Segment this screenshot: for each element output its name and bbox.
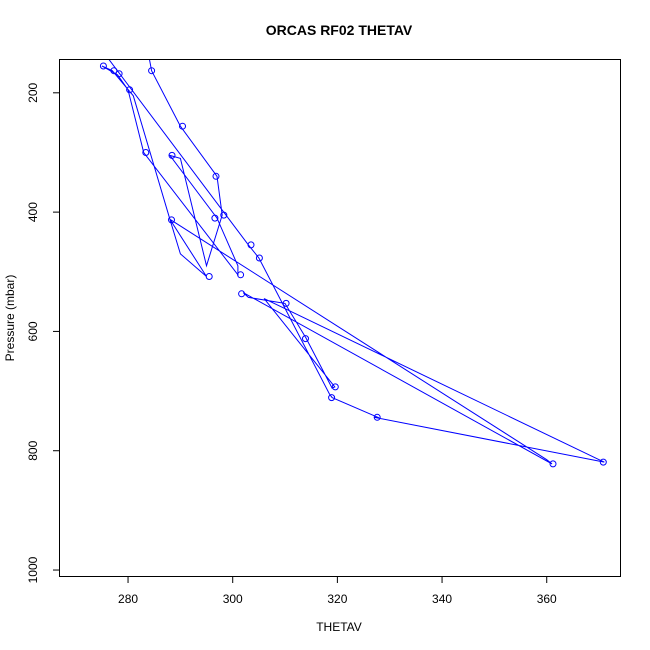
data-point-marker bbox=[179, 122, 186, 130]
series-layer bbox=[99, 60, 607, 468]
data-point-marker bbox=[328, 394, 336, 402]
x-tick-label: 300 bbox=[223, 592, 243, 606]
x-axis: 280 300 320 340 360 bbox=[118, 576, 557, 606]
data-point-marker bbox=[549, 460, 557, 468]
y-tick-label: 400 bbox=[26, 202, 40, 222]
data-point-marker bbox=[373, 413, 381, 421]
data-point-marker bbox=[220, 211, 228, 219]
x-tick-label: 340 bbox=[432, 592, 452, 606]
y-tick-label: 600 bbox=[26, 321, 40, 341]
data-point-marker bbox=[142, 149, 150, 156]
data-point-marker bbox=[237, 271, 245, 279]
data-point-marker bbox=[247, 241, 255, 249]
x-tick-label: 320 bbox=[327, 592, 347, 606]
data-point-marker bbox=[168, 151, 176, 159]
data-point-marker bbox=[126, 86, 134, 94]
data-point-marker bbox=[255, 254, 263, 262]
y-tick-label: 200 bbox=[26, 82, 40, 102]
data-point-marker bbox=[282, 299, 290, 307]
data-point-marker bbox=[212, 172, 220, 180]
data-point-marker bbox=[115, 70, 123, 78]
x-tick-label: 280 bbox=[118, 592, 138, 606]
y-tick-label: 1000 bbox=[26, 556, 40, 583]
y-tick-label: 800 bbox=[26, 440, 40, 460]
data-point-marker bbox=[110, 67, 118, 75]
data-point-marker bbox=[148, 67, 156, 75]
x-axis-label: THETAV bbox=[316, 620, 362, 634]
y-axis: 200 400 600 800 1000 bbox=[26, 82, 60, 583]
data-point-marker bbox=[205, 273, 213, 280]
data-point-marker bbox=[99, 62, 107, 70]
plot-frame bbox=[59, 59, 621, 577]
chart-title: ORCAS RF02 THETAV bbox=[266, 22, 413, 38]
data-point-marker bbox=[302, 335, 309, 343]
data-point-marker bbox=[599, 458, 607, 466]
data-point-marker bbox=[238, 290, 246, 298]
y-axis-label: Pressure (mbar) bbox=[3, 275, 17, 362]
data-point-marker bbox=[211, 214, 219, 222]
data-point-marker bbox=[331, 383, 339, 391]
x-tick-label: 360 bbox=[537, 592, 557, 606]
series-line bbox=[101, 60, 605, 465]
data-point-marker bbox=[168, 216, 175, 224]
